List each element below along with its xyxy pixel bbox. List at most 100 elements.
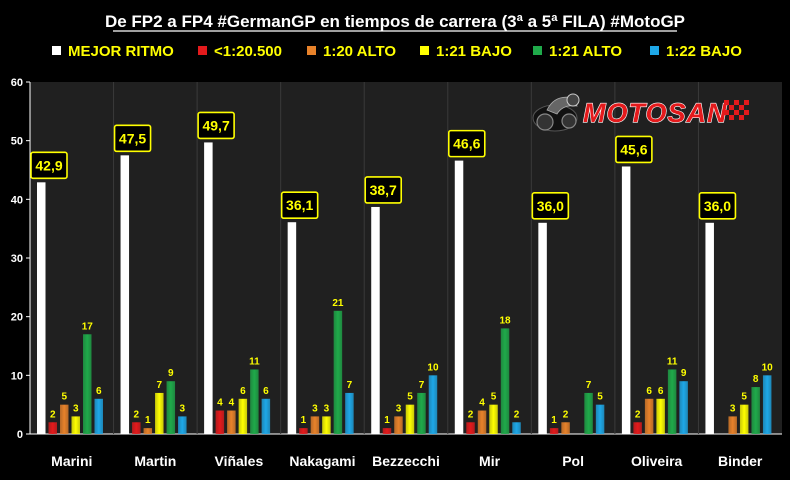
data-label: 6 [240, 386, 246, 397]
category-label: Pol [562, 453, 584, 469]
bar [512, 422, 521, 434]
bar [489, 404, 498, 434]
data-label: 3 [312, 403, 318, 414]
motosan-logo: MOTOSAN [532, 93, 749, 132]
bar [250, 369, 259, 434]
bar [679, 381, 688, 434]
checker-square [729, 115, 734, 120]
data-label: 1 [301, 415, 307, 426]
bar [345, 392, 354, 434]
y-tick-label: 20 [11, 312, 23, 324]
y-tick-label: 40 [11, 194, 23, 206]
best-pace-label: 42,9 [35, 157, 62, 173]
bar [287, 222, 297, 434]
legend-swatch [420, 46, 429, 55]
bar [83, 334, 92, 434]
legend-swatch [650, 46, 659, 55]
bar [178, 416, 187, 434]
bar [417, 392, 426, 434]
bar [322, 416, 331, 434]
category-label: Binder [718, 453, 763, 469]
plot-area [30, 82, 782, 434]
chart-title: De FP2 a FP4 #GermanGP en tiempos de car… [105, 12, 685, 31]
bar [549, 428, 559, 434]
bar [48, 422, 57, 434]
best-pace-label: 45,6 [620, 141, 647, 157]
data-label: 11 [249, 356, 260, 367]
bar [120, 155, 130, 435]
category-label: Martin [134, 453, 176, 469]
category-label: Bezzecchi [372, 453, 440, 469]
legend-label: 1:20 ALTO [323, 43, 396, 60]
data-label: 2 [468, 409, 474, 420]
bar [371, 206, 380, 434]
data-label: 7 [586, 380, 592, 391]
data-label: 7 [157, 380, 163, 391]
bar [299, 428, 308, 434]
checker-square [744, 110, 749, 115]
y-tick-label: 60 [11, 77, 23, 89]
data-label: 9 [168, 368, 174, 379]
legend: MEJOR RITMO <1:20.500 1:20 ALTO 1:21 BAJO 1:… [52, 43, 742, 60]
bar [261, 398, 271, 434]
bar [561, 422, 570, 434]
bar [667, 369, 677, 434]
data-label: 3 [73, 403, 79, 414]
data-label: 2 [134, 409, 140, 420]
best-pace-label: 47,5 [119, 130, 146, 146]
legend-label: MEJOR RITMO [68, 43, 174, 60]
data-label: 2 [563, 409, 569, 420]
data-label: 3 [730, 403, 736, 414]
best-pace-label-box [280, 191, 319, 220]
bar [394, 416, 403, 434]
legend-label: 1:21 BAJO [436, 43, 512, 60]
data-label: 10 [762, 362, 774, 373]
data-label: 5 [491, 392, 497, 403]
legend-label: 1:21 ALTO [549, 43, 622, 60]
checker-square [739, 115, 744, 120]
best-pace-label: 36,0 [537, 198, 564, 214]
bar [204, 142, 213, 434]
data-label: 6 [646, 386, 652, 397]
data-label: 2 [514, 409, 520, 420]
category-axis: Marini Martin Viñales Nakagami Bezzecchi Mir P… [51, 453, 763, 469]
bar [500, 328, 510, 434]
data-label: 18 [499, 315, 511, 326]
bar [37, 182, 46, 434]
checker-square [734, 110, 739, 115]
best-pace-label: 49,7 [202, 117, 229, 133]
y-tick-label: 30 [11, 253, 23, 265]
bar [166, 381, 176, 434]
bar [94, 398, 103, 434]
bars [37, 142, 772, 435]
data-label: 5 [741, 392, 747, 403]
data-label: 1 [384, 415, 390, 426]
best-pace-label-box [30, 151, 68, 180]
best-pace-label-box [531, 192, 570, 220]
data-label: 1 [551, 415, 557, 426]
checker-square [729, 105, 734, 110]
bar [477, 410, 487, 434]
data-label: 7 [419, 380, 425, 391]
bar [584, 392, 593, 434]
data-label: 21 [332, 298, 344, 309]
bar [60, 404, 69, 434]
best-pace-label: 36,0 [704, 198, 731, 214]
data-label: 11 [667, 356, 678, 367]
bar [538, 222, 547, 434]
legend-label: 1:22 BAJO [666, 43, 742, 60]
data-label: 10 [427, 362, 439, 373]
bar [644, 398, 654, 434]
data-label: 8 [753, 374, 759, 385]
bar [633, 422, 642, 434]
bar [155, 392, 164, 434]
data-label: 1 [145, 415, 151, 426]
data-label: 2 [50, 409, 56, 420]
bar [705, 222, 714, 434]
bar [333, 310, 343, 434]
category-label: Marini [51, 453, 92, 469]
bar [762, 375, 772, 434]
data-label: 9 [681, 368, 687, 379]
data-label: 6 [263, 386, 269, 397]
bar [454, 160, 464, 434]
